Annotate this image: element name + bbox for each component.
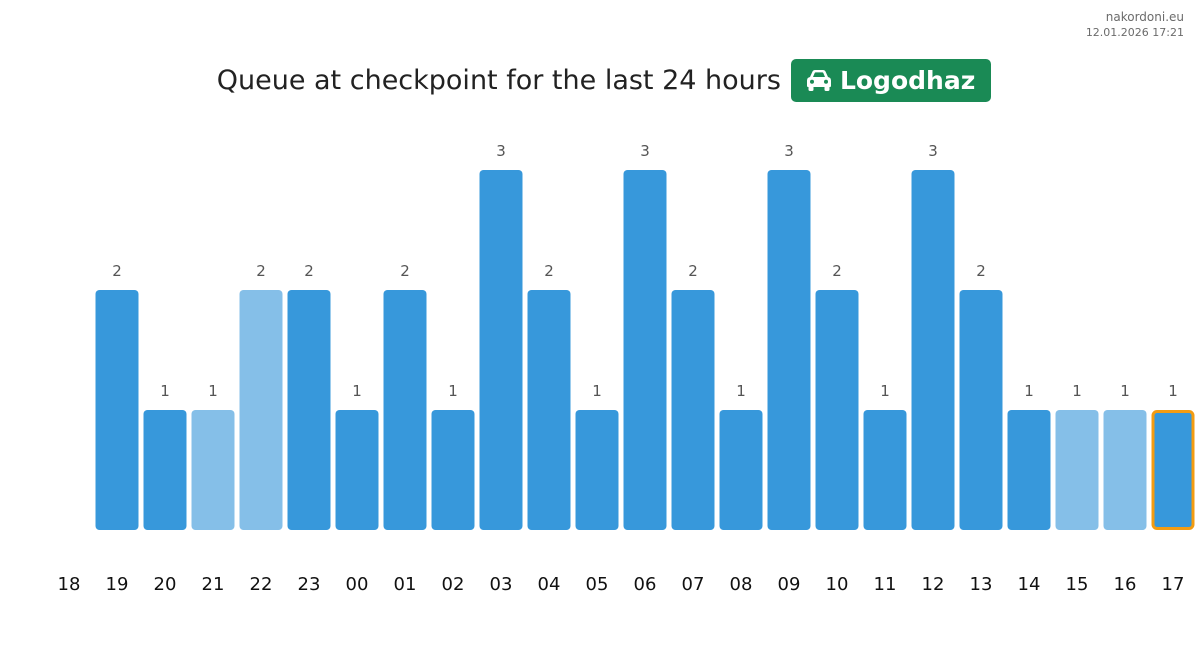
x-tick-label-16: 16 bbox=[1114, 574, 1137, 595]
value-label-04: 2 bbox=[544, 262, 554, 280]
bar-06[interactable] bbox=[623, 170, 667, 530]
bar-17[interactable] bbox=[1151, 410, 1195, 530]
x-tick-label-06: 06 bbox=[634, 574, 657, 595]
x-tick-label-12: 12 bbox=[922, 574, 945, 595]
bar-07[interactable] bbox=[671, 290, 715, 530]
value-label-13: 2 bbox=[976, 262, 986, 280]
bar-03[interactable] bbox=[479, 170, 523, 530]
x-tick-label-18: 18 bbox=[58, 574, 81, 595]
bar-05[interactable] bbox=[575, 410, 619, 530]
site-name[interactable]: nakordoni.eu bbox=[1105, 10, 1184, 24]
value-label-23: 2 bbox=[304, 262, 314, 280]
value-label-09: 3 bbox=[784, 142, 794, 160]
bar-12[interactable] bbox=[911, 170, 955, 530]
value-label-19: 2 bbox=[112, 262, 122, 280]
value-label-02: 1 bbox=[448, 382, 458, 400]
x-tick-label-22: 22 bbox=[250, 574, 273, 595]
bar-04[interactable] bbox=[527, 290, 571, 530]
site-info: nakordoni.eu 12.01.2026 17:21 bbox=[1086, 9, 1184, 41]
value-label-10: 2 bbox=[832, 262, 842, 280]
bar-19[interactable] bbox=[95, 290, 139, 530]
value-label-06: 3 bbox=[640, 142, 650, 160]
bar-00[interactable] bbox=[335, 410, 379, 530]
x-tick-label-14: 14 bbox=[1018, 574, 1041, 595]
chart-header: Queue at checkpoint for the last 24 hour… bbox=[0, 58, 1200, 102]
x-tick-label-01: 01 bbox=[394, 574, 417, 595]
value-label-16: 1 bbox=[1120, 382, 1130, 400]
value-label-08: 1 bbox=[736, 382, 746, 400]
checkpoint-badge: Logodhaz bbox=[790, 58, 992, 102]
x-tick-label-02: 02 bbox=[442, 574, 465, 595]
value-label-22: 2 bbox=[256, 262, 266, 280]
value-label-14: 1 bbox=[1024, 382, 1034, 400]
x-tick-label-17: 17 bbox=[1162, 574, 1185, 595]
value-label-11: 1 bbox=[880, 382, 890, 400]
bar-11[interactable] bbox=[863, 410, 907, 530]
bar-09[interactable] bbox=[767, 170, 811, 530]
bar-15[interactable] bbox=[1055, 410, 1099, 530]
value-label-20: 1 bbox=[160, 382, 170, 400]
x-tick-label-20: 20 bbox=[154, 574, 177, 595]
bar-08[interactable] bbox=[719, 410, 763, 530]
bar-13[interactable] bbox=[959, 290, 1003, 530]
checkpoint-name: Logodhaz bbox=[839, 65, 976, 95]
bar-14[interactable] bbox=[1007, 410, 1051, 530]
chart-title: Queue at checkpoint for the last 24 hour… bbox=[216, 64, 781, 96]
bar-10[interactable] bbox=[815, 290, 859, 530]
x-tick-label-13: 13 bbox=[970, 574, 993, 595]
value-label-15: 1 bbox=[1072, 382, 1082, 400]
x-tick-label-03: 03 bbox=[490, 574, 513, 595]
value-label-12: 3 bbox=[928, 142, 938, 160]
bar-22[interactable] bbox=[239, 290, 283, 530]
car-icon bbox=[806, 70, 831, 91]
x-tick-label-19: 19 bbox=[106, 574, 129, 595]
x-tick-label-05: 05 bbox=[586, 574, 609, 595]
value-label-00: 1 bbox=[352, 382, 362, 400]
value-label-17: 1 bbox=[1168, 382, 1178, 400]
x-tick-label-11: 11 bbox=[874, 574, 897, 595]
bar-16[interactable] bbox=[1103, 410, 1147, 530]
bar-23[interactable] bbox=[287, 290, 331, 530]
x-tick-label-23: 23 bbox=[298, 574, 321, 595]
x-tick-label-00: 00 bbox=[346, 574, 369, 595]
bar-01[interactable] bbox=[383, 290, 427, 530]
value-label-03: 3 bbox=[496, 142, 506, 160]
x-tick-label-04: 04 bbox=[538, 574, 561, 595]
value-label-07: 2 bbox=[688, 262, 698, 280]
x-tick-label-08: 08 bbox=[730, 574, 753, 595]
bar-20[interactable] bbox=[143, 410, 187, 530]
bar-21[interactable] bbox=[191, 410, 235, 530]
value-label-05: 1 bbox=[592, 382, 602, 400]
x-tick-label-07: 07 bbox=[682, 574, 705, 595]
x-tick-label-09: 09 bbox=[778, 574, 801, 595]
value-label-01: 2 bbox=[400, 262, 410, 280]
value-label-21: 1 bbox=[208, 382, 218, 400]
bar-02[interactable] bbox=[431, 410, 475, 530]
x-tick-label-21: 21 bbox=[202, 574, 225, 595]
x-tick-label-15: 15 bbox=[1066, 574, 1089, 595]
timestamp: 12.01.2026 17:21 bbox=[1085, 26, 1184, 39]
x-tick-label-10: 10 bbox=[826, 574, 849, 595]
